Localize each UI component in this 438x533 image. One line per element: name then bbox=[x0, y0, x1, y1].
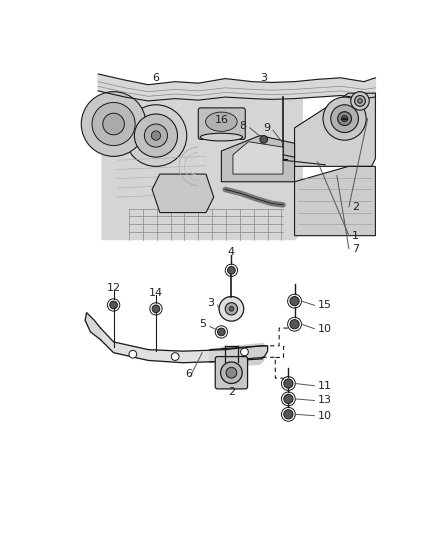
Circle shape bbox=[290, 296, 299, 306]
Circle shape bbox=[260, 135, 268, 143]
Circle shape bbox=[331, 105, 358, 133]
Circle shape bbox=[218, 328, 225, 336]
Ellipse shape bbox=[205, 112, 237, 131]
Text: 13: 13 bbox=[318, 395, 332, 406]
Text: 15: 15 bbox=[318, 300, 332, 310]
Circle shape bbox=[342, 116, 348, 122]
Text: 12: 12 bbox=[106, 284, 120, 293]
Circle shape bbox=[151, 131, 161, 140]
Text: 10: 10 bbox=[318, 411, 332, 421]
Text: 4: 4 bbox=[228, 247, 235, 257]
FancyBboxPatch shape bbox=[215, 357, 247, 389]
Text: 3: 3 bbox=[207, 298, 214, 309]
Circle shape bbox=[152, 305, 160, 313]
Text: 7: 7 bbox=[352, 244, 359, 254]
Circle shape bbox=[229, 306, 234, 311]
Circle shape bbox=[290, 320, 299, 329]
Text: 6: 6 bbox=[185, 369, 192, 379]
Polygon shape bbox=[294, 166, 375, 236]
Polygon shape bbox=[100, 328, 264, 363]
Circle shape bbox=[338, 112, 352, 126]
Polygon shape bbox=[210, 346, 268, 362]
Polygon shape bbox=[294, 93, 375, 166]
Text: 3: 3 bbox=[260, 73, 267, 83]
Text: 6: 6 bbox=[152, 73, 159, 83]
Circle shape bbox=[134, 114, 177, 157]
Circle shape bbox=[103, 113, 124, 135]
Circle shape bbox=[323, 97, 366, 140]
Circle shape bbox=[240, 348, 248, 356]
Polygon shape bbox=[152, 174, 214, 213]
Polygon shape bbox=[221, 343, 264, 367]
Text: 14: 14 bbox=[149, 288, 163, 298]
Polygon shape bbox=[85, 313, 100, 340]
Text: 11: 11 bbox=[318, 381, 332, 391]
Circle shape bbox=[228, 266, 235, 274]
Ellipse shape bbox=[200, 133, 243, 141]
Polygon shape bbox=[102, 90, 302, 239]
Text: 8: 8 bbox=[240, 120, 247, 131]
Circle shape bbox=[358, 99, 362, 103]
Polygon shape bbox=[221, 135, 294, 182]
Text: 9: 9 bbox=[263, 123, 270, 133]
Circle shape bbox=[110, 301, 117, 309]
Text: 2: 2 bbox=[352, 202, 359, 212]
Circle shape bbox=[219, 296, 244, 321]
Circle shape bbox=[284, 394, 293, 403]
Polygon shape bbox=[233, 142, 283, 174]
Circle shape bbox=[226, 367, 237, 378]
Circle shape bbox=[284, 410, 293, 419]
Circle shape bbox=[171, 353, 179, 360]
Circle shape bbox=[129, 350, 137, 358]
Text: 1: 1 bbox=[352, 230, 359, 240]
Circle shape bbox=[284, 379, 293, 388]
Circle shape bbox=[81, 92, 146, 156]
Text: 2: 2 bbox=[228, 387, 235, 398]
Circle shape bbox=[225, 303, 237, 315]
Circle shape bbox=[125, 105, 187, 166]
Text: 5: 5 bbox=[199, 319, 206, 329]
Circle shape bbox=[92, 102, 135, 146]
FancyBboxPatch shape bbox=[198, 108, 245, 140]
Text: 10: 10 bbox=[318, 324, 332, 334]
Text: 16: 16 bbox=[214, 115, 228, 125]
Circle shape bbox=[145, 124, 167, 147]
Circle shape bbox=[351, 92, 369, 110]
Circle shape bbox=[355, 95, 365, 106]
Circle shape bbox=[221, 362, 242, 384]
Polygon shape bbox=[98, 74, 375, 101]
